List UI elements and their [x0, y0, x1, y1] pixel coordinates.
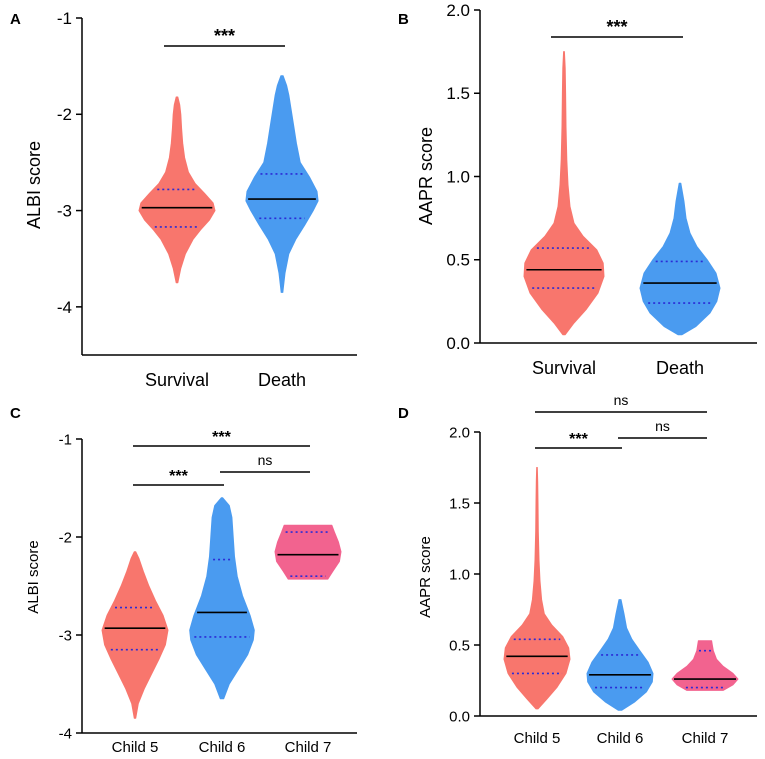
x-category-label: Survival: [145, 370, 209, 390]
significance-label: ns: [258, 452, 273, 468]
violin-death: [639, 182, 721, 336]
x-category-label: Child 6: [199, 739, 246, 756]
y-tick-label: 1.0: [449, 566, 470, 583]
y-tick-label: -3: [57, 202, 72, 221]
y-tick-label: 2.0: [446, 1, 470, 20]
violin-survival: [523, 51, 605, 336]
y-tick-label: -1: [59, 431, 72, 448]
y-tick-label: 0.5: [446, 251, 470, 270]
significance-label: ***: [169, 468, 188, 485]
x-category-label: Child 6: [597, 730, 644, 747]
significance-label: ***: [212, 429, 231, 446]
panel-D: D AAPR score 0.0 0.5 1.0 1.5 2.0 Child 5 Child 6…: [398, 392, 757, 747]
significance-label: ***: [214, 26, 235, 46]
x-category-label: Survival: [532, 358, 596, 378]
significance-label: ns: [655, 418, 670, 434]
y-tick-label: -4: [59, 725, 72, 742]
y-axis-label: AAPR score: [416, 127, 436, 225]
violin-child-7: [274, 524, 342, 580]
y-tick-label: 1.0: [446, 167, 470, 186]
panel-label: C: [10, 405, 21, 422]
y-tick-label: 1.5: [449, 495, 470, 512]
panel-B: B AAPR score 0.0 0.5 1.0 1.5 2.0 Survival Death *…: [398, 1, 757, 378]
violin-death: [245, 75, 319, 293]
violin-child-7: [671, 640, 739, 691]
x-category-label: Child 5: [112, 739, 159, 756]
violin-child-6: [189, 497, 255, 700]
y-tick-label: 0.0: [449, 708, 470, 725]
y-axis-label: ALBI score: [24, 141, 44, 229]
significance-label: ***: [606, 17, 627, 37]
x-category-label: Child 7: [682, 730, 729, 747]
y-axis-label: ALBI score: [25, 540, 42, 613]
panel-label: D: [398, 405, 409, 422]
y-tick-label: -3: [59, 627, 72, 644]
y-tick-label: -2: [59, 529, 72, 546]
x-category-label: Death: [258, 370, 306, 390]
violin-child-6: [586, 599, 654, 711]
y-tick-label: 1.5: [446, 84, 470, 103]
y-tick-label: -1: [57, 9, 72, 28]
violin-survival: [138, 96, 216, 284]
x-category-label: Death: [656, 358, 704, 378]
significance-label: ***: [569, 431, 588, 448]
y-axis-label: AAPR score: [417, 536, 434, 618]
y-tick-label: 0.0: [446, 334, 470, 353]
panel-label: A: [10, 11, 21, 28]
y-tick-label: -4: [57, 298, 72, 317]
violin-child-5: [101, 551, 169, 719]
panel-C: C ALBI score -4 -3 -2 -1 Child 5 Child 6 Child 7…: [10, 405, 357, 756]
significance-label: ns: [614, 392, 629, 408]
x-category-label: Child 5: [514, 730, 561, 747]
violin-child-5: [503, 467, 571, 710]
y-tick-label: -2: [57, 105, 72, 124]
panel-A: A ALBI score -4 -3 -2 -1 Survival Death ***: [10, 9, 357, 390]
y-tick-label: 2.0: [449, 424, 470, 441]
x-category-label: Child 7: [285, 739, 332, 756]
panel-label: B: [398, 11, 409, 28]
y-tick-label: 0.5: [449, 637, 470, 654]
